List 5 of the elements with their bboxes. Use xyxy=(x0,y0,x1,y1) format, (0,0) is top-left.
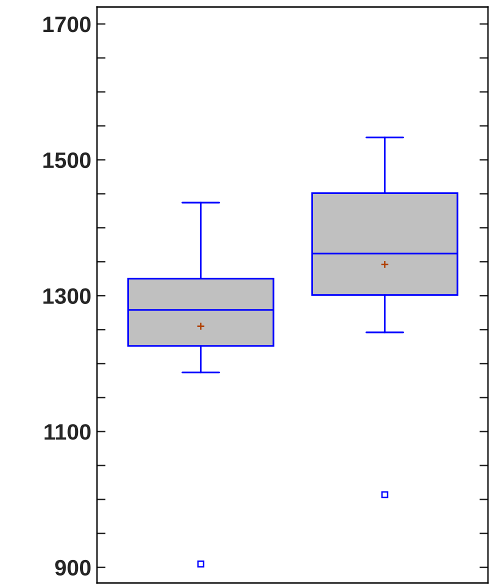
y-tick-label: 900 xyxy=(55,560,91,576)
y-tick-label: 1700 xyxy=(43,16,91,32)
y-tick-label: 1100 xyxy=(44,424,91,440)
y-tick-label: 1500 xyxy=(43,152,91,168)
y-tick-label: 1300 xyxy=(43,288,91,304)
